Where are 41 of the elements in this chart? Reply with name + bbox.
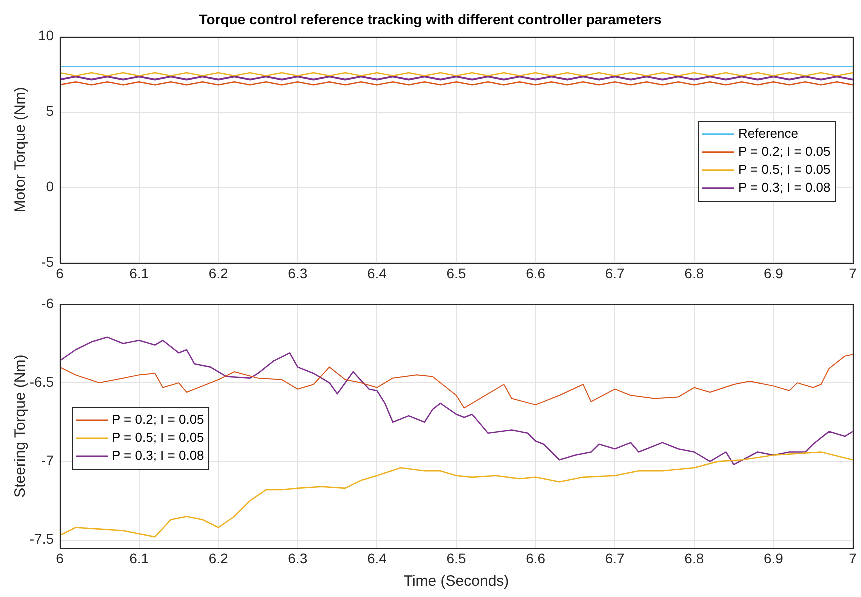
legend-label: P = 0.5; I = 0.05 (112, 430, 204, 446)
chart-title: Torque control reference tracking with different controller parameters (199, 11, 662, 28)
y-axis-title: Motor Torque (Nm) (12, 87, 30, 213)
x-tick-label: 6.1 (130, 265, 150, 282)
legend-label: P = 0.3; I = 0.08 (738, 180, 831, 195)
y-tick-label: -5 (42, 254, 54, 270)
x-tick-label: 6.5 (446, 265, 466, 282)
y-tick-label: 10 (38, 28, 54, 44)
x-axis-title: Time (Seconds) (404, 573, 510, 590)
legend-label: P = 0.3; I = 0.08 (112, 448, 204, 464)
x-tick-label: 6 (56, 265, 64, 282)
y-tick-label: 5 (46, 103, 54, 120)
x-tick-label: 6.6 (526, 265, 546, 282)
x-tick-label: 6.4 (367, 265, 388, 282)
y-tick-label: -7 (42, 452, 54, 469)
x-tick-label: 6.4 (367, 550, 388, 566)
y-tick-label: -6.5 (30, 374, 54, 390)
x-tick-label: 7 (849, 265, 858, 282)
y-tick-label: -7.5 (30, 531, 54, 548)
legend-label: P = 0.2; I = 0.05 (738, 144, 831, 159)
y-tick-label: 0 (46, 178, 54, 195)
x-tick-label: 6.2 (208, 550, 229, 566)
x-tick-label: 6.1 (130, 550, 150, 566)
x-tick-label: 6.8 (684, 550, 704, 566)
x-tick-label: 6.9 (764, 550, 784, 566)
x-tick-label: 6.3 (288, 265, 308, 282)
x-tick-label: 6.2 (208, 265, 229, 282)
y-tick-label: -6 (42, 295, 54, 312)
x-tick-label: 6.7 (605, 550, 626, 566)
x-tick-label: 6.6 (526, 550, 546, 566)
x-tick-label: 6.9 (764, 265, 784, 282)
x-tick-label: 6.8 (684, 265, 704, 282)
legend-label: P = 0.2; I = 0.05 (112, 412, 204, 428)
x-tick-label: 6.7 (605, 265, 626, 282)
legend-label: Reference (738, 126, 798, 141)
legend-label: P = 0.5; I = 0.05 (738, 162, 831, 177)
x-tick-label: 7 (849, 550, 858, 566)
x-tick-label: 6 (56, 550, 64, 566)
x-tick-label: 6.5 (446, 550, 466, 566)
y-axis-title: Steering Torque (Nm) (12, 354, 30, 498)
x-tick-label: 6.3 (288, 550, 308, 566)
